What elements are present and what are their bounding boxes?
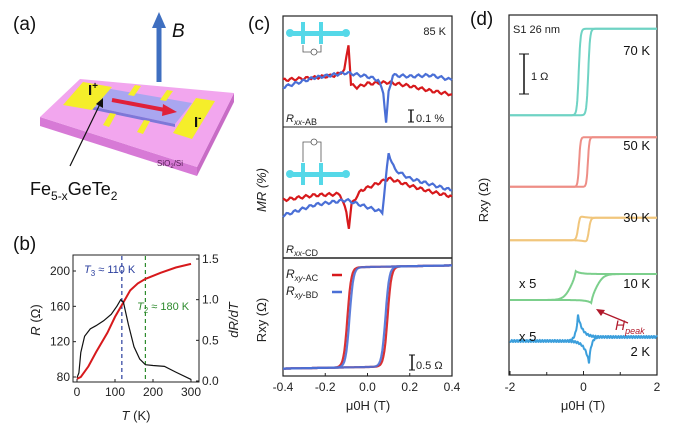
rxy-loop-blue-down xyxy=(283,264,452,370)
scalebar-mr-label: 0.1 % xyxy=(416,113,444,125)
y-tick-label-left-b: 160 xyxy=(50,299,70,313)
mr-curve-Rxx-AB-red xyxy=(282,45,453,97)
multiplier-label: x 5 xyxy=(519,276,536,291)
contact-d xyxy=(160,90,173,101)
temperature-label-d: 10 K xyxy=(623,276,650,291)
temperature-label-d: 50 K xyxy=(623,138,650,153)
panel-b: (b) 0 100 200 300 80 120 160 200 0.0 0.5 1.0 1.5 T3 … xyxy=(13,234,241,423)
scalebar-d xyxy=(519,53,529,95)
x-axis-label-c: μ0H (T) xyxy=(346,398,390,413)
inset-device-cd xyxy=(286,138,350,185)
series-line-dr-dt xyxy=(76,298,192,380)
y-tick-label-left-b: 200 xyxy=(50,264,70,278)
rxy-curve-30K-up xyxy=(510,216,657,243)
x-tick-label-d: -2 xyxy=(505,380,516,394)
transition-label-3: T3 ≈ 110 K xyxy=(84,264,136,278)
x-axis-label-d: μ0H (T) xyxy=(561,398,605,413)
subplot-label-rxx-ab: Rxx-AB xyxy=(286,113,317,127)
field-arrowhead xyxy=(152,12,166,28)
rxy-curve-50K-up xyxy=(510,136,657,188)
legend-label-bd: Rxy-BD xyxy=(286,284,319,300)
y-tick-label-right-b: 0.0 xyxy=(202,374,219,388)
current-arrowhead xyxy=(162,104,177,116)
x-tick-label-d: 2 xyxy=(654,380,661,394)
y-tick-label-left-b: 80 xyxy=(57,370,71,384)
contact-a xyxy=(103,113,116,127)
substrate-right-side xyxy=(197,93,234,176)
rxy-curve-70K-up xyxy=(510,27,657,117)
scalebar-mr xyxy=(408,109,414,123)
material-pointer xyxy=(69,103,101,167)
mr-curve-Rxx-CD-blue xyxy=(282,152,453,218)
y-axis-left-label-b: R (Ω) xyxy=(28,304,43,335)
x-tick-label-c: -0.2 xyxy=(315,380,336,394)
material-pointer-head xyxy=(96,98,103,108)
x-tick-label-b: 0 xyxy=(74,385,81,399)
contact-c xyxy=(128,85,141,96)
plot-frame-d xyxy=(508,14,658,376)
x-tick-label-c: 0.2 xyxy=(401,380,418,394)
i-plus-label: I+ xyxy=(88,81,98,99)
mr-curve-Rxx-AB-blue xyxy=(282,70,453,123)
field-label: B xyxy=(172,21,185,42)
sample-label: S1 26 nm xyxy=(513,24,560,36)
substrate-label: SiO2/Si xyxy=(157,159,183,170)
inset-device-ab xyxy=(286,22,350,56)
temperature-label-d: 2 K xyxy=(630,344,650,359)
x-tick-label-d: 0 xyxy=(580,380,587,394)
panel-b-label: (b) xyxy=(13,234,36,255)
contact-i-minus xyxy=(173,98,215,139)
panel-a: (a) B I+ I- SiO2/Si Fe5-xGeTe2 xyxy=(13,12,234,203)
i-minus-label: I- xyxy=(194,113,202,131)
flake-edge xyxy=(85,105,175,127)
hpeak-arrowhead xyxy=(596,309,605,316)
mr-curve-Rxx-CD-red xyxy=(282,176,453,229)
contact-b xyxy=(137,120,150,134)
temperature-label-d: 70 K xyxy=(623,43,650,58)
legend-label-ac: Rxy-AC xyxy=(286,267,319,283)
temperature-label-d: 30 K xyxy=(623,210,650,225)
panel-d-label: (d) xyxy=(470,9,493,30)
x-tick-label-c: -0.4 xyxy=(273,380,294,394)
y-tick-label-right-b: 1.5 xyxy=(202,252,219,266)
current-arrow xyxy=(111,98,166,112)
substrate-front-side xyxy=(40,117,197,176)
x-tick-label-c: 0.0 xyxy=(359,380,376,394)
hpeak-label: Hpeak xyxy=(615,317,645,336)
hpeak-arrow xyxy=(598,310,629,324)
panel-a-label: (a) xyxy=(13,14,36,35)
x-tick-label-c: 0.4 xyxy=(444,380,461,394)
panel-c-label: (c) xyxy=(248,14,270,35)
series-line-resistance xyxy=(76,262,192,380)
x-tick-label-b: 100 xyxy=(105,385,125,399)
x-tick-label-b: 200 xyxy=(143,385,163,399)
y-tick-label-left-b: 120 xyxy=(50,335,70,349)
y-axis-label-mr: MR (%) xyxy=(254,168,269,212)
contact-i-plus xyxy=(63,82,112,110)
panel-d: (d) -2 0 2 70 K 50 K 30 K 10 K x 5 2 K x 5 S1 26 … xyxy=(470,9,661,413)
plot-frame-b xyxy=(72,254,200,383)
y-tick-label-right-b: 0.5 xyxy=(202,333,219,347)
scalebar-d-label: 1 Ω xyxy=(531,71,548,83)
scalebar-rxy-label: 0.5 Ω xyxy=(416,360,443,372)
rxy-curve-2K-up xyxy=(509,334,658,364)
y-axis-label-rxy-c: Rxy (Ω) xyxy=(254,298,269,342)
x-tick-label-b: 300 xyxy=(181,385,201,399)
temperature-label-c: 85 K xyxy=(423,26,446,38)
legend-c: Rxy-AC Rxy-BD xyxy=(286,267,342,300)
y-axis-right-label-b: dR/dT xyxy=(226,301,241,337)
panel-c: (c) -0.4 -0.2 0.0 0.2 0.4 85 K Rxx-AB Rxx-CD… xyxy=(248,14,461,413)
x-axis-label-b: T (K) xyxy=(122,408,151,423)
material-label: Fe5-xGeTe2 xyxy=(30,179,118,203)
y-tick-label-right-b: 1.0 xyxy=(202,293,219,307)
rxy-curve-10K-up xyxy=(510,273,657,305)
y-axis-label-d: Rxy (Ω) xyxy=(476,178,491,222)
scalebar-rxy xyxy=(409,354,415,371)
multiplier-label: x 5 xyxy=(519,329,536,344)
transition-label-2: T2 ≈ 180 K xyxy=(137,301,190,315)
subplot-label-rxx-cd: Rxx-CD xyxy=(286,244,318,258)
